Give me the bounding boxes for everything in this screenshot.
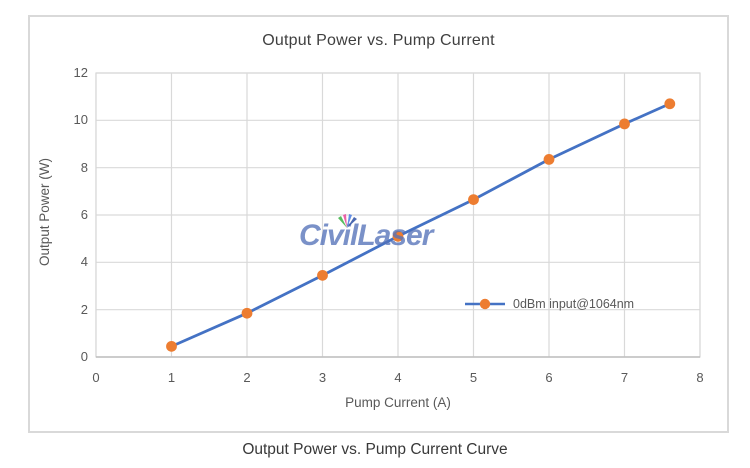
x-tick-label: 1: [167, 370, 176, 385]
x-tick-label: 8: [696, 370, 704, 385]
x-tick-label: 2: [243, 370, 251, 385]
legend-marker-icon: [465, 298, 505, 310]
data-point-marker: [619, 118, 630, 130]
x-axis-title: Pump Current (A): [345, 395, 451, 410]
data-point-marker: [664, 98, 676, 110]
x-tick-label: 5: [469, 370, 478, 385]
x-tick-label: 4: [394, 370, 402, 385]
data-point-marker: [392, 230, 404, 242]
data-point-marker: [468, 194, 479, 206]
y-tick-label: 8: [80, 159, 88, 175]
data-point-marker: [543, 153, 555, 165]
watermark: CivilLaser: [299, 214, 459, 253]
data-point-marker: [317, 269, 328, 281]
y-tick-label: 0: [80, 349, 88, 364]
y-tick-label: 12: [73, 65, 88, 80]
chart-title: Output Power vs. Pump Current: [262, 32, 495, 49]
y-tick-label: 2: [80, 301, 88, 317]
x-tick-label: 0: [92, 370, 100, 385]
chart-caption: Output Power vs. Pump Current Curve: [242, 441, 508, 458]
legend-label: 0dBm input@1064nm: [513, 297, 635, 311]
y-tick-label: 10: [73, 112, 88, 128]
chart-frame: [28, 15, 729, 433]
y-axis-title: Output Power (W): [37, 157, 52, 267]
y-tick-label: 6: [80, 207, 88, 222]
data-point-marker: [241, 307, 253, 319]
x-tick-label: 3: [318, 370, 327, 385]
data-point-marker: [166, 340, 177, 352]
y-tick-label: 4: [80, 254, 88, 270]
x-tick-label: 7: [620, 370, 629, 385]
watermark-text: CivilLaser: [299, 219, 433, 252]
watermark-fan-icon: [338, 214, 357, 228]
x-tick-label: 6: [545, 370, 553, 385]
legend: 0dBm input@1064nm: [464, 297, 634, 311]
series-line: [170, 102, 672, 348]
